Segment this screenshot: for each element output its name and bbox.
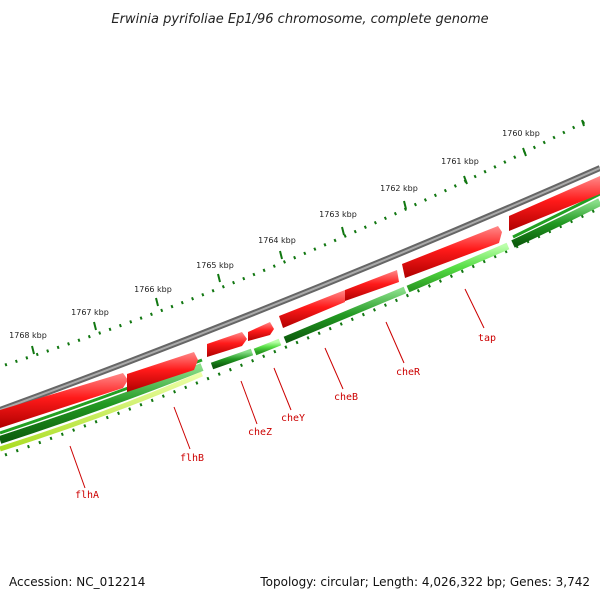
scale-label-1765: 1765 kbp: [196, 261, 234, 270]
scale-label-1761: 1761 kbp: [441, 157, 479, 166]
reverse-strand-track: [0, 192, 600, 444]
gene-cheY-feature: [253, 338, 282, 356]
gene-label-cheZ: cheZ: [248, 427, 272, 438]
scale-labels: 1760 kbp 1761 kbp 1762 kbp 1763 kbp 1764…: [9, 119, 585, 355]
gene-label-cheB: cheB: [334, 392, 358, 403]
scale-label-1766: 1766 kbp: [134, 285, 172, 294]
gene-tap-feature: [511, 198, 600, 248]
genome-summary: Topology: circular; Length: 4,026,322 bp…: [259, 575, 590, 589]
scale-label-1764: 1764 kbp: [258, 236, 296, 245]
gene-flhA-feature: [0, 363, 204, 444]
gene-label-flhB: flhB: [180, 453, 204, 464]
scale-label-1762: 1762 kbp: [380, 184, 418, 193]
accession-label: Accession: NC_012214: [9, 575, 145, 589]
map-title: Erwinia pyrifoliae Ep1/96 chromosome, co…: [111, 12, 488, 27]
gene-labels: tap cheR cheB cheY cheZ flhB flhA: [75, 333, 496, 501]
scale-label-1768: 1768 kbp: [9, 331, 47, 340]
gene-label-tap: tap: [478, 333, 496, 344]
gene-label-cheY: cheY: [281, 413, 305, 424]
scale-label-1767: 1767 kbp: [71, 308, 109, 317]
forward-strand-track: [0, 176, 600, 428]
scale-dots: [4, 116, 593, 367]
scale-label-1760: 1760 kbp: [502, 129, 540, 138]
scale-label-1763: 1763 kbp: [319, 210, 357, 219]
gene-callouts: [69, 288, 485, 489]
backbone-ring: [0, 165, 600, 413]
gc-track: [0, 371, 203, 452]
gene-cheR-feature: [406, 242, 510, 293]
gene-cheZ-feature: [210, 348, 254, 370]
gene-label-cheR: cheR: [396, 367, 421, 378]
gene-cheB-feature: [283, 286, 407, 344]
gene-label-flhA: flhA: [75, 490, 99, 501]
